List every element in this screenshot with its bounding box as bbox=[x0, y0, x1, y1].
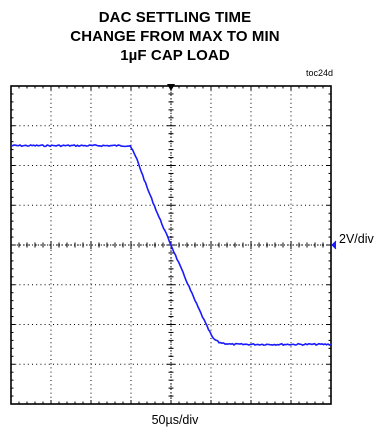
chart-title-line-3: 1µF CAP LOAD bbox=[120, 47, 230, 64]
chart-title: DAC SETTLING TIME CHANGE FROM MAX TO MIN… bbox=[0, 8, 350, 65]
trigger-marker bbox=[167, 84, 175, 91]
ground-marker bbox=[331, 240, 337, 250]
signal-trace bbox=[10, 144, 332, 346]
figure-id-label: toc24d bbox=[305, 68, 333, 78]
vertical-scale-label: 2V/div bbox=[339, 232, 374, 246]
horizontal-scale-label: 50µs/div bbox=[151, 413, 199, 427]
chart-title-line-2: CHANGE FROM MAX TO MIN bbox=[70, 28, 280, 45]
chart-title-line-1: DAC SETTLING TIME bbox=[98, 9, 252, 26]
